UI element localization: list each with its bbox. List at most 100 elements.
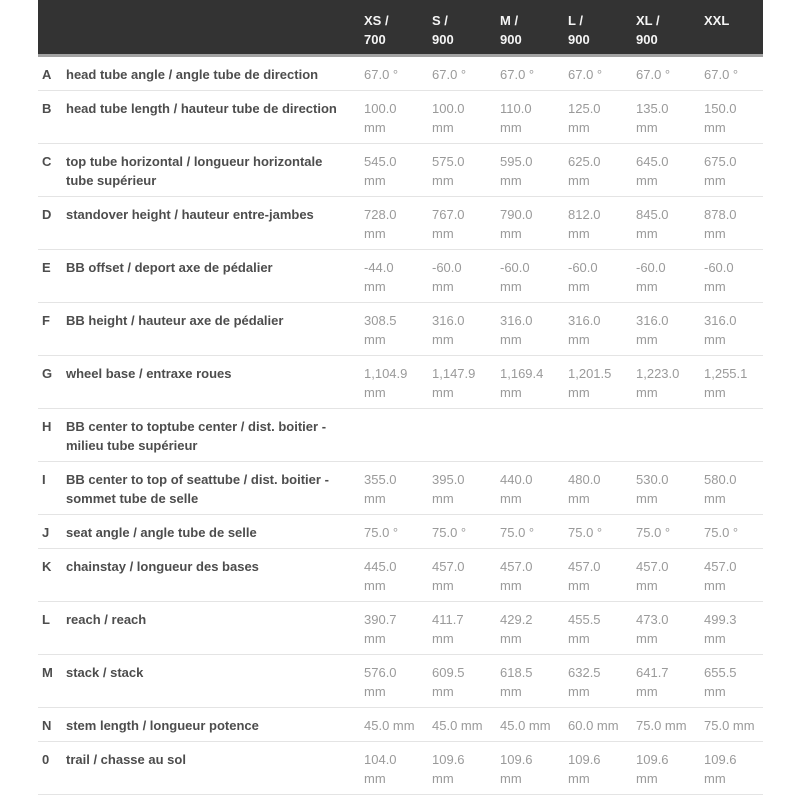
value-number: 675.0: [704, 154, 737, 169]
value-unit: mm: [704, 684, 726, 699]
value-cell: 45.0 mm: [432, 718, 483, 733]
size-column-header: XL / 900: [636, 11, 704, 54]
value-unit: mm: [364, 385, 386, 400]
value-unit: mm: [432, 120, 454, 135]
value-cell: 1,201.5 mm: [568, 364, 636, 402]
value-cell: 457.0 mm: [636, 557, 704, 595]
value-number: 100.0: [432, 101, 465, 116]
value-unit: mm: [568, 120, 590, 135]
value-unit: mm: [364, 771, 386, 786]
value-cell: 125.0 mm: [568, 99, 636, 137]
value-cell: 580.0 mm: [704, 470, 763, 508]
value-number: 395.0: [432, 472, 465, 487]
value-cell: 316.0 mm: [432, 311, 500, 349]
value-unit: mm: [500, 120, 522, 135]
value-unit: mm: [364, 631, 386, 646]
value-cell: 75.0 °: [704, 525, 739, 540]
value-unit: mm: [500, 631, 522, 646]
value-number: 316.0: [704, 313, 737, 328]
value-unit: mm: [432, 771, 454, 786]
value-number: 316.0: [500, 313, 533, 328]
row-letter: I: [42, 472, 46, 487]
value-number: 457.0: [432, 559, 465, 574]
value-number: 455.5: [568, 612, 601, 627]
value-unit: mm: [432, 385, 454, 400]
value-number: 878.0: [704, 207, 737, 222]
value-unit: mm: [704, 279, 726, 294]
value-cell: 316.0 mm: [704, 311, 763, 349]
row-label: stem length / longueur potence: [66, 718, 259, 733]
row-letter: 0: [42, 752, 50, 767]
value-unit: mm: [568, 385, 590, 400]
row-label: BB center to toptube center / dist. boit…: [66, 419, 327, 453]
row-label: BB height / hauteur axe de pédalier: [66, 313, 284, 328]
value-number: 845.0: [636, 207, 669, 222]
size-column-header: XXL: [704, 11, 763, 54]
value-unit: mm: [364, 120, 386, 135]
value-cell: -60.0 mm: [568, 258, 636, 296]
value-unit: mm: [364, 684, 386, 699]
value-number: 316.0: [432, 313, 465, 328]
value-cell: 457.0 mm: [500, 557, 568, 595]
size-column-header: XS / 700: [364, 11, 432, 54]
value-number: 390.7: [364, 612, 397, 627]
size-label-line1: S /: [432, 13, 448, 28]
value-unit: mm: [704, 491, 726, 506]
row-label: head tube length / hauteur tube de direc…: [66, 101, 337, 116]
row-letter: B: [42, 101, 52, 116]
value-unit: mm: [636, 332, 658, 347]
value-number: 109.6: [704, 752, 737, 767]
size-label-line2: 700: [364, 32, 386, 47]
size-header-row: XS / 700 S / 900 M / 900 L / 900 XL / 900 XXL: [38, 0, 763, 57]
value-number: 100.0: [364, 101, 397, 116]
value-number: 609.5: [432, 665, 465, 680]
value-number: 457.0: [568, 559, 601, 574]
value-cell: 104.0 mm: [364, 750, 432, 788]
value-unit: mm: [568, 771, 590, 786]
table-row: I BB center to top of seattube / dist. bo…: [38, 462, 763, 515]
value-cell: 75.0 °: [568, 525, 603, 540]
row-label: seat angle / angle tube de selle: [66, 525, 257, 540]
value-number: 632.5: [568, 665, 601, 680]
row-letter: A: [42, 67, 52, 82]
value-unit: mm: [636, 491, 658, 506]
value-cell: 1,104.9 mm: [364, 364, 432, 402]
value-cell: 60.0 mm: [568, 718, 619, 733]
value-unit: mm: [364, 173, 386, 188]
value-unit: mm: [500, 771, 522, 786]
value-number: 440.0: [500, 472, 533, 487]
value-cell: 75.0 °: [432, 525, 467, 540]
value-unit: mm: [636, 279, 658, 294]
value-unit: mm: [568, 173, 590, 188]
size-column-header: L / 900: [568, 11, 636, 54]
value-unit: mm: [364, 578, 386, 593]
row-letter: F: [42, 313, 50, 328]
value-unit: mm: [636, 631, 658, 646]
value-cell: [704, 417, 763, 455]
value-number: -60.0: [704, 260, 734, 275]
size-label-line2: 900: [432, 32, 454, 47]
value-number: -60.0: [432, 260, 462, 275]
value-cell: 1,169.4 mm: [500, 364, 568, 402]
value-cell: 1,147.9 mm: [432, 364, 500, 402]
value-number: 1,169.4: [500, 366, 544, 381]
size-label-line1: M /: [500, 13, 519, 28]
value-number: -60.0: [568, 260, 598, 275]
value-cell: 445.0 mm: [364, 557, 432, 595]
row-label: head tube angle / angle tube de directio…: [66, 67, 319, 82]
value-cell: 845.0 mm: [636, 205, 704, 243]
row-letter: N: [42, 718, 52, 733]
value-cell: [432, 417, 500, 455]
value-unit: mm: [704, 631, 726, 646]
row-letter: H: [42, 419, 52, 434]
value-number: -60.0: [500, 260, 530, 275]
value-unit: mm: [704, 173, 726, 188]
value-number: 150.0: [704, 101, 737, 116]
value-number: 457.0: [500, 559, 533, 574]
